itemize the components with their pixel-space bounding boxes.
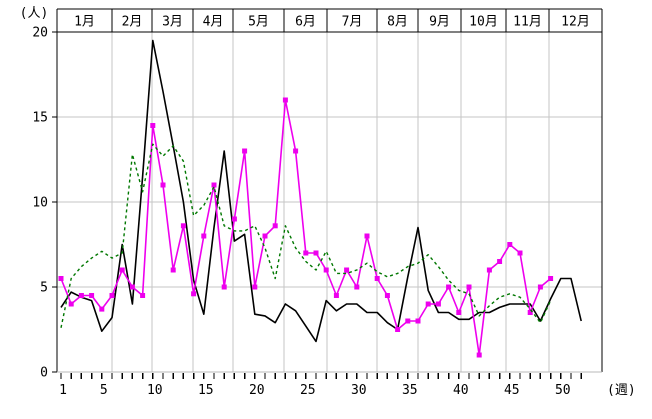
- magenta-marker-line-marker: [211, 182, 217, 188]
- month-label: 5月: [248, 15, 269, 30]
- magenta-marker-line-marker: [191, 291, 197, 297]
- magenta-marker-line-marker: [476, 352, 482, 358]
- x-tick-label: 5: [100, 383, 108, 398]
- magenta-marker-line-marker: [456, 310, 462, 315]
- x-tick-label: 45: [504, 383, 520, 398]
- magenta-marker-line-marker: [537, 284, 543, 290]
- magenta-marker-line-marker: [435, 301, 441, 307]
- month-label: 7月: [342, 15, 363, 30]
- magenta-marker-line-marker: [293, 148, 299, 154]
- month-label: 4月: [203, 15, 224, 30]
- magenta-marker-line-marker: [109, 293, 115, 298]
- x-tick-label: 30: [351, 383, 367, 398]
- magenta-marker-line-marker: [180, 223, 186, 229]
- month-label: 8月: [387, 15, 408, 30]
- month-label: 11月: [513, 15, 542, 30]
- magenta-marker-line-marker: [354, 284, 360, 290]
- magenta-marker-line-marker: [395, 327, 401, 332]
- magenta-marker-line-marker: [221, 284, 227, 290]
- month-label: 1月: [74, 15, 95, 30]
- y-tick-label: 5: [40, 281, 48, 296]
- magenta-marker-line-marker: [517, 250, 523, 256]
- magenta-marker-line-marker: [99, 306, 105, 312]
- month-header: 1月 2月 3月 4月 5月 6月 7月 8月 9月 10月 11月 12月: [74, 9, 590, 32]
- y-axis-unit-label: (人): [20, 6, 49, 21]
- x-tick-label: 10: [147, 383, 163, 398]
- magenta-marker-line: [60, 99, 552, 356]
- magenta-marker-line-marker: [333, 293, 339, 298]
- magenta-marker-line-marker: [344, 267, 350, 273]
- month-label: 12月: [561, 15, 590, 30]
- magenta-marker-line-marker: [486, 267, 492, 273]
- magenta-marker-line-marker: [78, 293, 84, 298]
- month-label: 2月: [122, 15, 143, 30]
- magenta-marker-line-marker: [507, 242, 513, 247]
- magenta-marker-line-marker: [497, 259, 503, 264]
- magenta-marker-line-marker: [58, 276, 64, 281]
- magenta-marker-line-marker: [89, 293, 95, 298]
- x-tick-label: 1: [59, 383, 67, 398]
- magenta-marker-line-marker: [374, 276, 380, 281]
- x-tick-label: 25: [300, 383, 316, 398]
- magenta-marker-line-marker: [415, 318, 421, 324]
- magenta-marker-line-marker: [323, 267, 329, 273]
- month-label: 6月: [295, 15, 316, 30]
- magenta-marker-line-marker: [68, 301, 74, 307]
- plot-frame: [56, 8, 603, 373]
- x-tick-label: 50: [555, 383, 571, 398]
- magenta-marker-line-marker: [119, 267, 125, 273]
- magenta-marker-line-marker: [303, 250, 309, 256]
- x-tick-label: 15: [198, 383, 214, 398]
- x-tick-label: 20: [249, 383, 265, 398]
- black-solid-line: [60, 39, 582, 343]
- magenta-marker-line-marker: [384, 293, 390, 298]
- magenta-marker-line-marker: [242, 148, 248, 154]
- gridlines: [57, 32, 602, 372]
- magenta-marker-line-marker: [150, 123, 156, 128]
- magenta-marker-line-marker: [140, 293, 146, 298]
- magenta-marker-line-marker: [548, 276, 554, 281]
- month-label: 10月: [469, 15, 498, 30]
- y-tick-label: 15: [32, 111, 48, 126]
- magenta-marker-line-marker: [313, 250, 319, 256]
- magenta-marker-line-marker: [231, 216, 237, 222]
- y-axis: 20 15 10 5 0: [32, 26, 57, 381]
- magenta-marker-line-marker: [282, 97, 288, 103]
- magenta-marker-line-marker: [466, 284, 472, 290]
- magenta-marker-line-marker: [425, 301, 431, 307]
- magenta-marker-line-marker: [201, 233, 207, 239]
- x-tick-label: 35: [402, 383, 418, 398]
- magenta-marker-line-marker: [527, 310, 533, 315]
- y-tick-label: 0: [40, 366, 48, 381]
- green-dashed-line: [60, 143, 552, 328]
- magenta-marker-line-marker: [405, 318, 411, 324]
- y-tick-label: 20: [32, 26, 48, 41]
- magenta-marker-line-marker: [446, 284, 452, 290]
- y-tick-label: 10: [32, 196, 48, 211]
- month-label: 3月: [162, 15, 183, 30]
- magenta-marker-line-marker: [252, 284, 258, 290]
- magenta-marker-line-marker: [364, 233, 370, 239]
- month-label: 9月: [429, 15, 450, 30]
- magenta-marker-line-marker: [129, 284, 135, 290]
- magenta-marker-line-marker: [160, 182, 166, 188]
- data-series: [58, 39, 582, 358]
- magenta-marker-line-marker: [272, 223, 278, 229]
- x-axis-unit-label: (週): [607, 383, 636, 398]
- x-axis: 1 5 10 15 20 25 30 35 40 45 50: [59, 373, 582, 398]
- x-tick-label: 40: [453, 383, 469, 398]
- magenta-marker-line-marker: [262, 233, 268, 239]
- magenta-marker-line-marker: [170, 267, 176, 273]
